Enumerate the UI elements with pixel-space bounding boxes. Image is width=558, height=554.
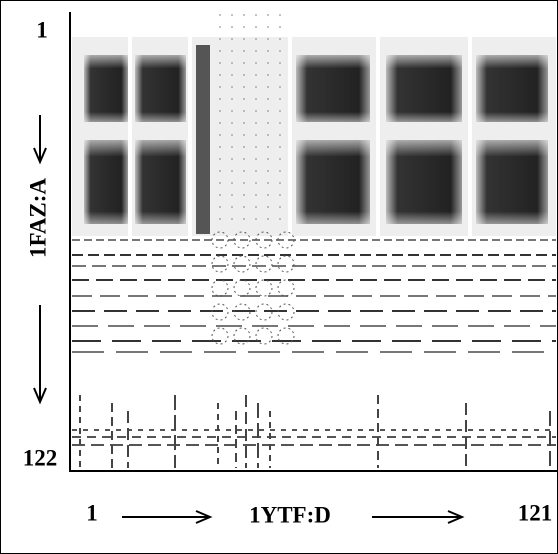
block-shade bbox=[476, 55, 548, 122]
block-shade bbox=[386, 55, 462, 122]
ring bbox=[255, 255, 273, 273]
ring bbox=[255, 279, 273, 297]
block-shade bbox=[84, 55, 128, 122]
stripe bbox=[196, 45, 210, 132]
distance-matrix bbox=[72, 14, 556, 470]
y-axis-title: 1FAZ:A bbox=[25, 178, 50, 258]
ring bbox=[211, 231, 229, 249]
ring bbox=[255, 327, 273, 345]
ring bbox=[211, 303, 229, 321]
y-end-label: 122 bbox=[23, 445, 58, 470]
x-start-label: 1 bbox=[86, 500, 98, 525]
x-end-label: 121 bbox=[518, 500, 553, 525]
ring bbox=[255, 231, 273, 249]
ring bbox=[233, 303, 251, 321]
ring bbox=[277, 231, 295, 249]
ring bbox=[233, 255, 251, 273]
ring bbox=[277, 303, 295, 321]
block-shade bbox=[296, 140, 370, 224]
block-shade bbox=[135, 140, 186, 224]
y-arrows bbox=[33, 115, 47, 405]
ring bbox=[277, 279, 295, 297]
y-start-label: 1 bbox=[36, 17, 48, 42]
ring bbox=[233, 327, 251, 345]
ring bbox=[277, 327, 295, 345]
ring bbox=[277, 255, 295, 273]
block-shade bbox=[476, 140, 548, 224]
ring bbox=[211, 279, 229, 297]
stripe bbox=[196, 130, 210, 234]
ring bbox=[211, 255, 229, 273]
ring bbox=[211, 327, 229, 345]
ring bbox=[233, 279, 251, 297]
block-shade bbox=[296, 55, 370, 122]
block-shade bbox=[135, 55, 186, 122]
x-axis-title: 1YTF:D bbox=[249, 502, 331, 527]
ring bbox=[233, 231, 251, 249]
block-shade bbox=[386, 140, 462, 224]
x-arrows bbox=[122, 510, 465, 524]
ring bbox=[255, 303, 273, 321]
block-shade bbox=[84, 140, 128, 224]
